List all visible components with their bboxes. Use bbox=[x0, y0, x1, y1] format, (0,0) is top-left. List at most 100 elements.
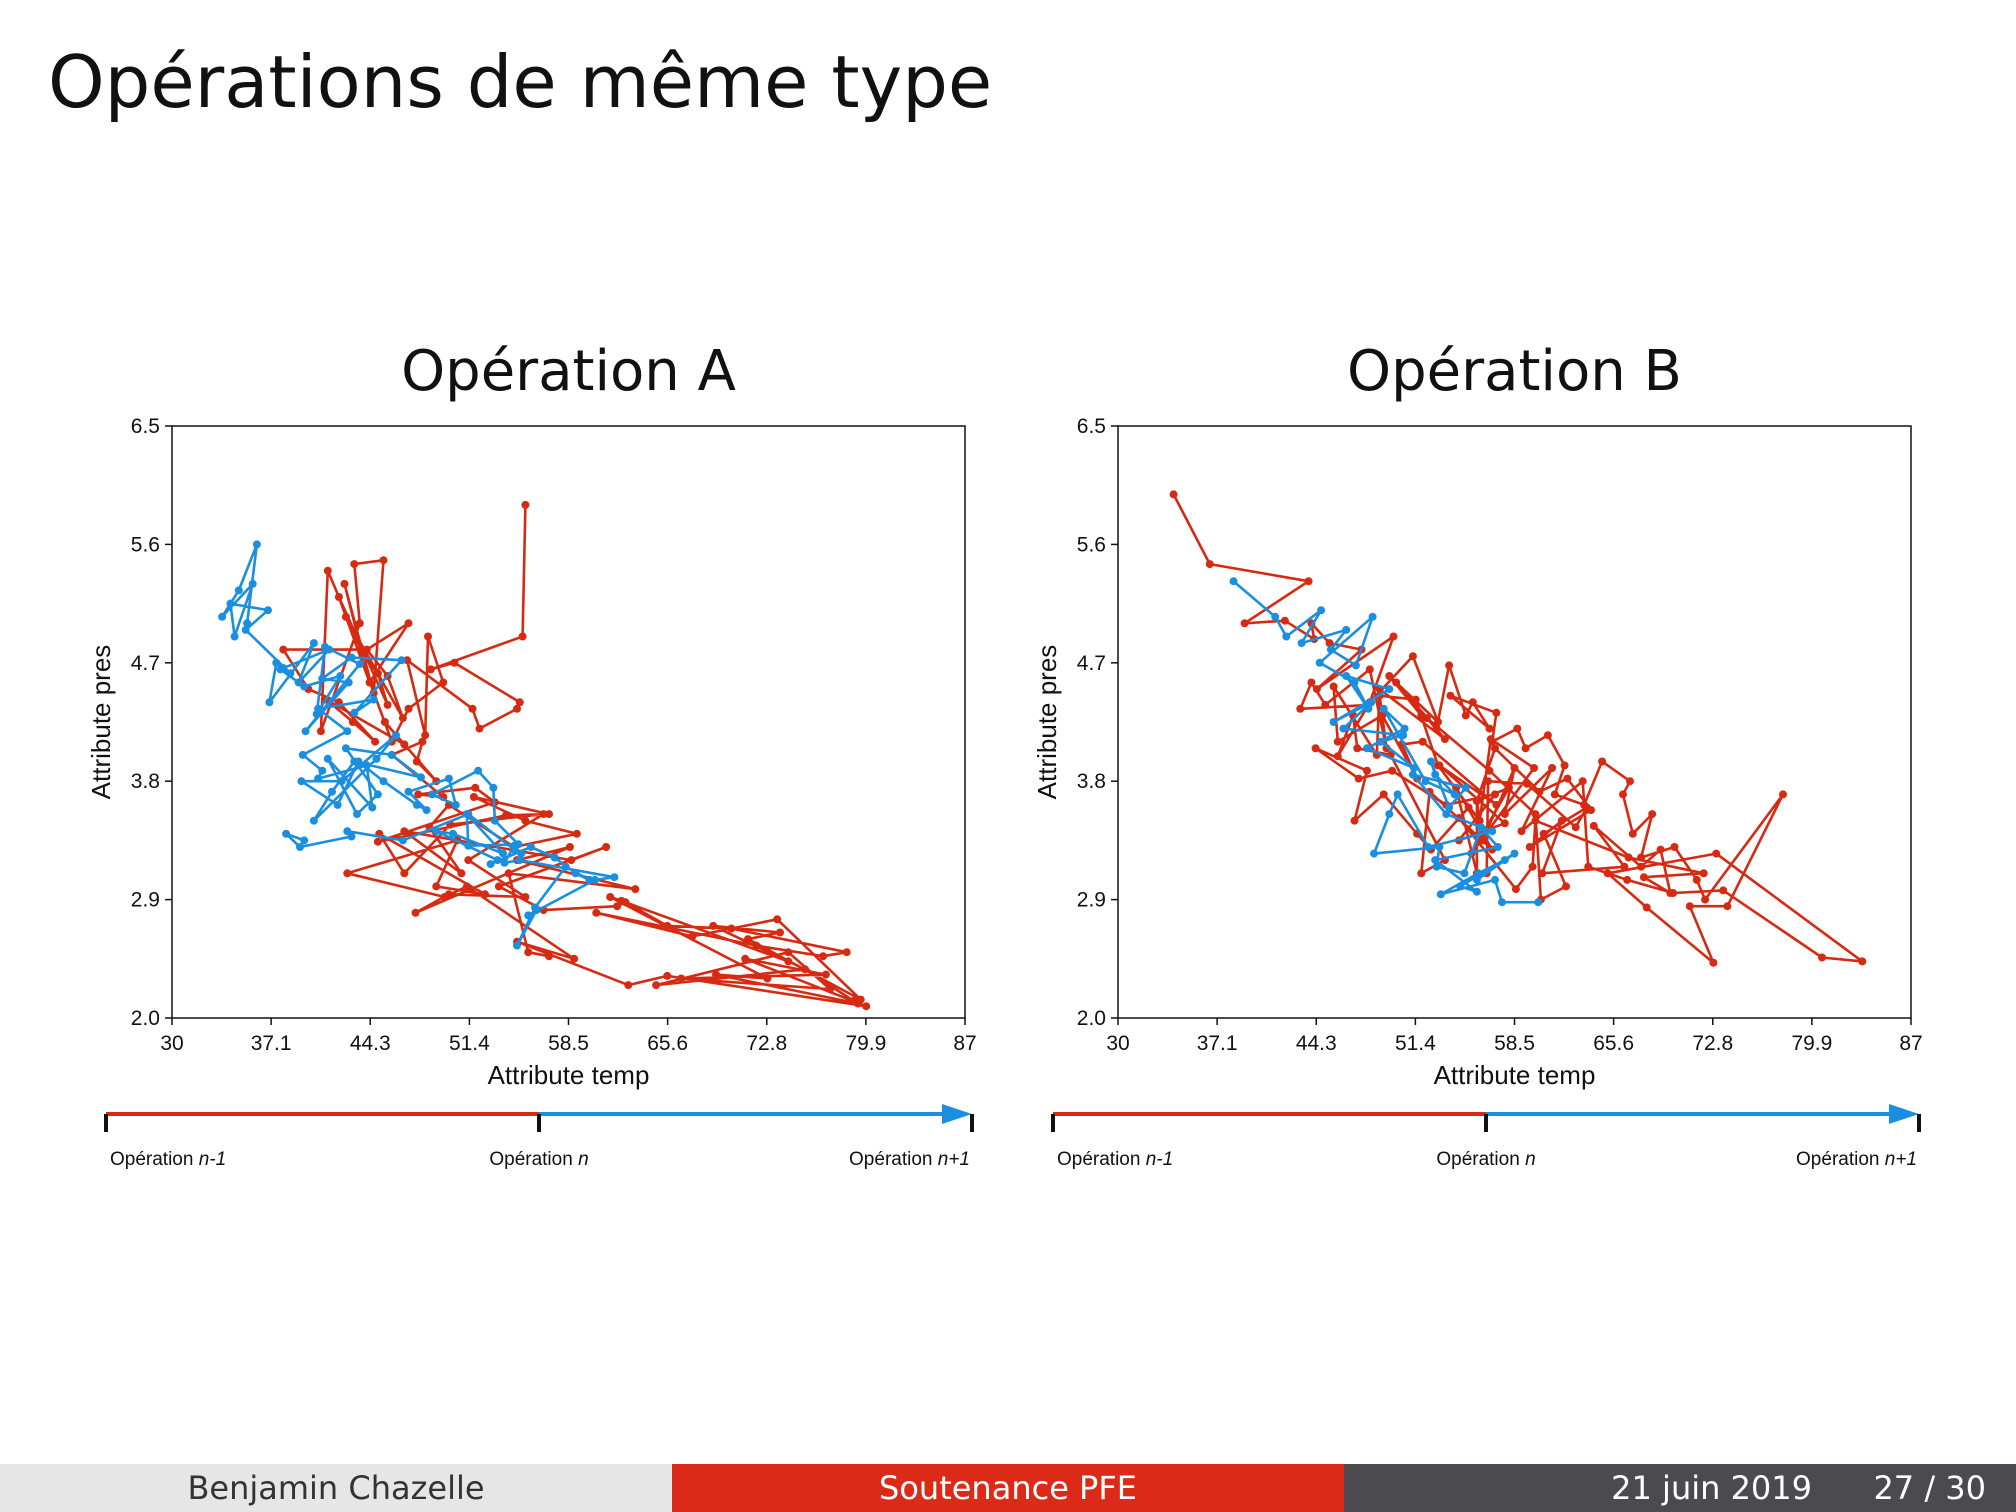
data-point bbox=[369, 695, 378, 704]
data-point bbox=[1434, 718, 1442, 726]
data-point bbox=[1436, 890, 1445, 899]
data-point bbox=[373, 669, 382, 678]
data-point bbox=[1584, 862, 1593, 871]
data-point bbox=[1378, 711, 1387, 720]
data-point bbox=[1719, 886, 1728, 895]
data-point bbox=[318, 766, 327, 775]
data-point bbox=[355, 660, 364, 669]
data-point bbox=[444, 890, 453, 899]
data-point bbox=[1342, 672, 1351, 680]
data-point bbox=[1598, 757, 1607, 766]
data-point bbox=[1562, 882, 1570, 891]
data-point bbox=[1229, 577, 1238, 586]
timeline-label-next-suffix: n+1 bbox=[938, 1149, 970, 1170]
series-previous bbox=[279, 500, 871, 1011]
data-point bbox=[773, 915, 782, 924]
data-point bbox=[341, 612, 350, 621]
x-tick-label: 58.5 bbox=[1494, 1032, 1535, 1055]
data-point bbox=[1333, 737, 1342, 746]
y-tick-label: 5.6 bbox=[131, 533, 160, 556]
data-point bbox=[1486, 735, 1495, 744]
data-point bbox=[518, 632, 527, 641]
data-point bbox=[426, 665, 435, 674]
data-point bbox=[1701, 895, 1710, 904]
data-point bbox=[1525, 843, 1534, 851]
data-point bbox=[663, 971, 672, 980]
data-point bbox=[398, 836, 407, 845]
x-axis-label: Attribute temp bbox=[1434, 1060, 1596, 1090]
data-point bbox=[1385, 672, 1394, 680]
timeline-label-next: Opération n+1 bbox=[849, 1149, 970, 1170]
data-point bbox=[572, 829, 581, 838]
data-point bbox=[1350, 678, 1359, 687]
data-point bbox=[1326, 645, 1335, 654]
data-point bbox=[1442, 810, 1451, 819]
data-point bbox=[1240, 619, 1249, 628]
data-point bbox=[1531, 810, 1540, 819]
data-point bbox=[1435, 761, 1444, 770]
data-point bbox=[468, 704, 477, 713]
data-point bbox=[1538, 869, 1547, 878]
data-point bbox=[336, 672, 345, 680]
data-point bbox=[571, 869, 580, 878]
timeline-label-previous-text: Opération bbox=[1057, 1149, 1146, 1170]
data-point bbox=[545, 952, 553, 961]
data-point bbox=[1648, 810, 1657, 819]
data-point bbox=[517, 849, 526, 858]
data-point bbox=[1670, 843, 1679, 851]
timeline-label-next: Opération n+1 bbox=[1796, 1149, 1917, 1170]
data-point bbox=[379, 777, 388, 786]
timeline-label-current: Opération n bbox=[489, 1149, 588, 1170]
data-point bbox=[343, 727, 352, 736]
x-tick-label: 44.3 bbox=[350, 1032, 391, 1055]
data-point bbox=[337, 777, 346, 786]
data-point bbox=[1531, 816, 1540, 825]
data-point bbox=[400, 869, 409, 878]
data-point bbox=[1456, 882, 1465, 891]
data-point bbox=[515, 856, 524, 865]
data-point bbox=[1523, 779, 1531, 788]
data-point bbox=[321, 643, 329, 651]
data-point bbox=[510, 845, 519, 854]
data-point bbox=[688, 932, 697, 941]
data-point bbox=[1431, 856, 1440, 865]
x-tick-label: 44.3 bbox=[1296, 1032, 1337, 1055]
data-point bbox=[1446, 691, 1455, 700]
timeline-arrow-icon bbox=[942, 1104, 972, 1124]
data-point bbox=[590, 875, 599, 884]
data-point bbox=[404, 787, 413, 796]
data-point bbox=[1461, 783, 1470, 792]
data-point bbox=[1491, 875, 1499, 884]
data-point bbox=[350, 560, 359, 569]
data-point bbox=[309, 816, 318, 825]
data-point bbox=[1685, 902, 1694, 911]
data-point bbox=[354, 757, 363, 766]
data-point bbox=[1628, 829, 1637, 838]
data-point bbox=[279, 645, 288, 654]
data-point bbox=[1475, 816, 1484, 825]
data-point bbox=[380, 718, 389, 726]
data-point bbox=[784, 957, 793, 966]
data-point bbox=[1410, 764, 1419, 772]
data-point bbox=[1548, 764, 1557, 772]
data-point bbox=[1472, 887, 1481, 896]
data-point bbox=[424, 632, 432, 641]
data-point bbox=[1385, 685, 1394, 694]
series-previous bbox=[1169, 490, 1867, 967]
data-point bbox=[1304, 577, 1313, 586]
data-point bbox=[1692, 875, 1701, 884]
data-point bbox=[432, 827, 441, 836]
y-tick-label: 5.6 bbox=[1077, 533, 1106, 556]
data-point bbox=[1666, 889, 1675, 897]
data-point bbox=[1427, 757, 1435, 766]
data-point bbox=[1271, 612, 1280, 621]
data-point bbox=[1432, 724, 1441, 733]
timeline-label-previous: Opération n-1 bbox=[1057, 1149, 1173, 1170]
data-point bbox=[606, 893, 615, 901]
data-point bbox=[570, 954, 579, 963]
data-point bbox=[1368, 612, 1377, 621]
data-point bbox=[1408, 652, 1417, 661]
data-point bbox=[449, 829, 457, 838]
data-point bbox=[475, 724, 484, 733]
data-point bbox=[1445, 661, 1454, 670]
